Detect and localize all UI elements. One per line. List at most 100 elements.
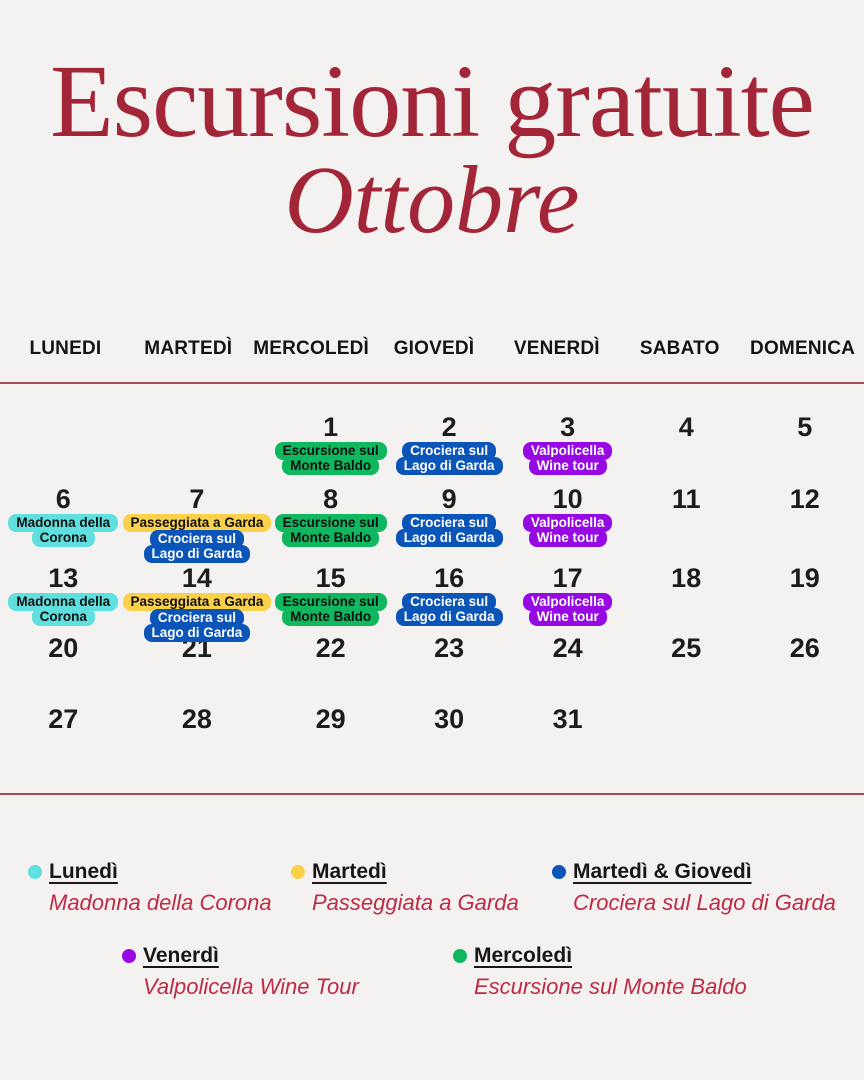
event-badge-line: Madonna della — [8, 593, 119, 611]
page-title: Escursioni gratuite — [50, 44, 815, 159]
day-number: 3 — [560, 412, 576, 442]
event-badge-stack: Madonna della Corona — [8, 593, 119, 626]
legend-item: Lunedì Madonna della Corona — [28, 860, 272, 916]
event-badge-line: Valpolicella — [522, 593, 613, 611]
day-number: 20 — [48, 633, 79, 663]
event-badge-stack: Escursione sul Monte Baldo — [274, 442, 387, 475]
weekday-header: VENERDÌ — [513, 338, 600, 359]
legend-description: Madonna della Corona — [49, 890, 272, 915]
day-number: 16 — [434, 563, 465, 593]
legend-label: Lunedì — [49, 860, 118, 883]
legend-dot-icon — [552, 865, 566, 879]
event-badge-line: Madonna della — [8, 514, 119, 532]
calendar-day: 10 Valpolicella Wine tour — [508, 480, 627, 559]
calendar-day: 13 Madonna della Corona — [4, 559, 123, 629]
event-badge-monte-baldo: Escursione sul Monte Baldo — [274, 442, 387, 475]
calendar-day: 20 — [4, 629, 123, 700]
day-number: 31 — [552, 704, 583, 734]
calendar-day: 8 Escursione sul Monte Baldo — [271, 480, 390, 559]
day-number: 1 — [323, 412, 339, 442]
event-badge-monte-baldo: Escursione sul Monte Baldo — [274, 593, 387, 626]
calendar-day: 24 — [508, 629, 627, 700]
calendar-day: 25 — [627, 629, 746, 700]
legend-dot-icon — [122, 949, 136, 963]
event-badge-crociera: Crociera sul Lago di Garda — [395, 514, 503, 547]
day-number: 2 — [441, 412, 457, 442]
event-badge-line: Monte Baldo — [282, 529, 380, 547]
day-number: 25 — [671, 633, 702, 663]
day-number: 23 — [434, 633, 465, 663]
event-badge-line: Lago di Garda — [395, 608, 503, 626]
event-badge-valpolicella: Valpolicella Wine tour — [522, 442, 613, 475]
calendar-day: 26 — [745, 629, 864, 700]
calendar-empty-cell — [4, 408, 123, 480]
weekday-header-row: LUNEDI MARTEDÌ MERCOLEDÌ GIOVEDÌ VENERDÌ SABA… — [4, 338, 864, 360]
event-badge-line: Crociera sul — [402, 593, 497, 611]
legend-description: Passeggiata a Garda — [312, 890, 519, 915]
event-badge-line: Monte Baldo — [282, 457, 380, 475]
event-badge-stack: Crociera sul Lago di Garda — [395, 593, 503, 626]
page-subtitle: Ottobre — [284, 146, 580, 253]
day-number: 6 — [55, 484, 71, 514]
day-number: 22 — [315, 633, 346, 663]
event-badge-corona: Madonna della Corona — [8, 593, 119, 626]
event-badge-line: Crociera sul — [149, 530, 244, 548]
event-badge-crociera: Crociera sul Lago di Garda — [143, 530, 251, 563]
event-badge-line: Lago di Garda — [395, 457, 503, 475]
event-badge-stack: Valpolicella Wine tour — [522, 442, 613, 475]
calendar-day: 17 Valpolicella Wine tour — [508, 559, 627, 629]
event-badge-line: Crociera sul — [149, 609, 244, 627]
event-badge-line: Lago di Garda — [395, 529, 503, 547]
event-badge-passeggiata: Passeggiata a Garda — [122, 593, 272, 611]
day-number: 19 — [789, 563, 820, 593]
day-number: 5 — [797, 412, 813, 442]
event-badge-line: Wine tour — [528, 608, 607, 626]
event-badge-stack: Valpolicella Wine tour — [522, 593, 613, 626]
event-badge-line: Corona — [31, 608, 95, 626]
calendar-day: 30 — [390, 700, 509, 772]
calendar-day: 4 — [627, 408, 746, 480]
event-badge-passeggiata: Passeggiata a Garda — [122, 514, 272, 532]
calendar-day: 14 Passeggiata a Garda Crociera sul Lago di… — [122, 559, 272, 642]
calendar-day: 1 Escursione sul Monte Baldo — [271, 408, 390, 480]
calendar-grid: 1 Escursione sul Monte Baldo 2 Crociera sul L… — [4, 408, 864, 772]
event-badge-corona: Madonna della Corona — [8, 514, 119, 547]
day-number: 11 — [671, 484, 701, 514]
day-number: 15 — [315, 563, 346, 593]
legend-item: Venerdì Valpolicella Wine Tour — [122, 944, 359, 1000]
legend-label: Martedì — [312, 860, 387, 883]
event-badge-stack: Madonna della Corona — [8, 514, 119, 547]
day-number: 9 — [441, 484, 457, 514]
event-badge-crociera: Crociera sul Lago di Garda — [143, 609, 251, 642]
event-badge-crociera: Crociera sul Lago di Garda — [395, 593, 503, 626]
day-number: 30 — [434, 704, 465, 734]
event-badge-line: Escursione sul — [274, 514, 387, 532]
legend-item: Mercoledì Escursione sul Monte Baldo — [453, 944, 747, 1000]
calendar-empty-cell — [627, 700, 746, 772]
day-number: 17 — [552, 563, 583, 593]
event-badge-line: Wine tour — [528, 529, 607, 547]
event-badge-line: Crociera sul — [402, 514, 497, 532]
calendar-day: 2 Crociera sul Lago di Garda — [390, 408, 509, 480]
day-number: 12 — [789, 484, 820, 514]
legend-label: Venerdì — [143, 944, 219, 967]
legend-item-header: Martedì & Giovedì — [552, 860, 836, 884]
day-number: 14 — [181, 563, 212, 593]
calendar-empty-cell — [123, 408, 272, 480]
calendar-day: 9 Crociera sul Lago di Garda — [390, 480, 509, 559]
day-number: 18 — [671, 563, 702, 593]
divider-top — [0, 382, 864, 384]
calendar-day: 19 — [745, 559, 864, 629]
event-badge-line: Crociera sul — [402, 442, 497, 460]
event-badge-stack: Passeggiata a Garda Crociera sul Lago di G… — [122, 514, 272, 563]
weekday-header: MARTEDÌ — [144, 338, 233, 359]
calendar-day: 16 Crociera sul Lago di Garda — [390, 559, 509, 629]
legend-label: Mercoledì — [474, 944, 573, 967]
day-number: 26 — [789, 633, 820, 663]
calendar-day: 5 — [745, 408, 864, 480]
event-badge-line: Lago di Garda — [143, 624, 251, 642]
legend-item: Martedì Passeggiata a Garda — [291, 860, 519, 916]
calendar-day: 23 — [390, 629, 509, 700]
calendar-day: 18 — [627, 559, 746, 629]
event-badge-line: Passeggiata a Garda — [122, 593, 272, 611]
